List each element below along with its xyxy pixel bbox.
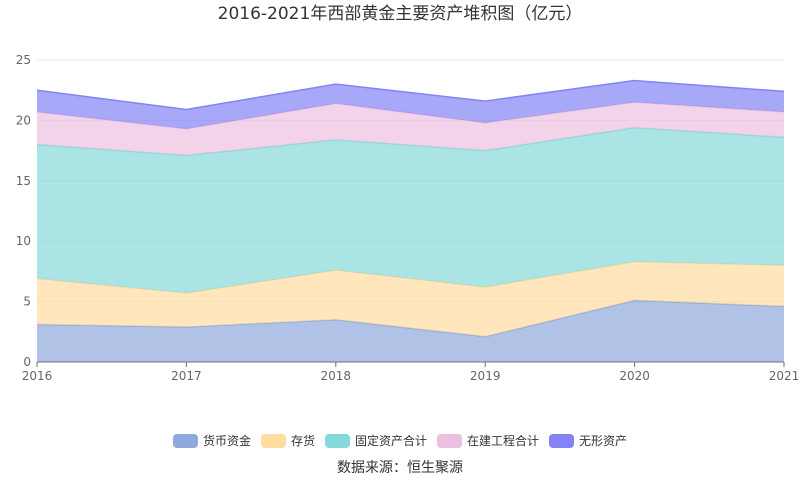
legend-label: 固定资产合计	[355, 433, 427, 448]
data-source: 数据来源：恒生聚源	[337, 460, 463, 476]
chart-title: 2016-2021年西部黄金主要资产堆积图（亿元）	[218, 4, 583, 24]
y-tick-label: 20	[16, 113, 31, 127]
area-series-4	[37, 80, 784, 129]
legend-swatch	[324, 434, 350, 448]
y-tick-label: 0	[23, 355, 31, 369]
legend-label: 货币资金	[203, 433, 251, 448]
axes: 0 5 10 15 20 25 2016 2017 2018 2019 2020 2021	[16, 53, 800, 383]
legend-swatch	[437, 434, 463, 448]
y-tick-label: 5	[23, 295, 31, 309]
area-series	[36, 79, 785, 362]
x-tick-label: 2017	[171, 369, 202, 383]
area-series-1	[37, 261, 784, 337]
x-tick-label: 2018	[321, 369, 352, 383]
x-tick-label: 2020	[619, 369, 650, 383]
area-series-0	[37, 300, 784, 362]
y-tick-label: 25	[16, 53, 31, 67]
legend-swatch	[260, 434, 286, 448]
x-tick-label: 2021	[769, 369, 800, 383]
y-tick-label: 15	[16, 174, 31, 188]
legend: 货币资金 存货 固定资产合计 在建工程合计 无形资产	[172, 433, 627, 448]
x-tick-label: 2016	[22, 369, 53, 383]
legend-item-3: 在建工程合计	[437, 433, 539, 448]
legend-swatch	[172, 434, 198, 448]
legend-label: 无形资产	[579, 434, 627, 448]
legend-label: 在建工程合计	[467, 433, 539, 448]
legend-item-1: 存货	[260, 433, 315, 448]
x-tick-label: 2019	[470, 369, 501, 383]
legend-swatch	[549, 434, 575, 448]
legend-item-2: 固定资产合计	[324, 433, 427, 448]
legend-label: 存货	[291, 433, 315, 448]
y-tick-label: 10	[16, 234, 31, 248]
legend-item-4: 无形资产	[549, 434, 627, 448]
area-series-2	[37, 127, 784, 294]
legend-item-0: 货币资金	[172, 433, 251, 448]
area-series-edge-4	[36, 79, 785, 111]
area-series-3	[37, 102, 784, 156]
